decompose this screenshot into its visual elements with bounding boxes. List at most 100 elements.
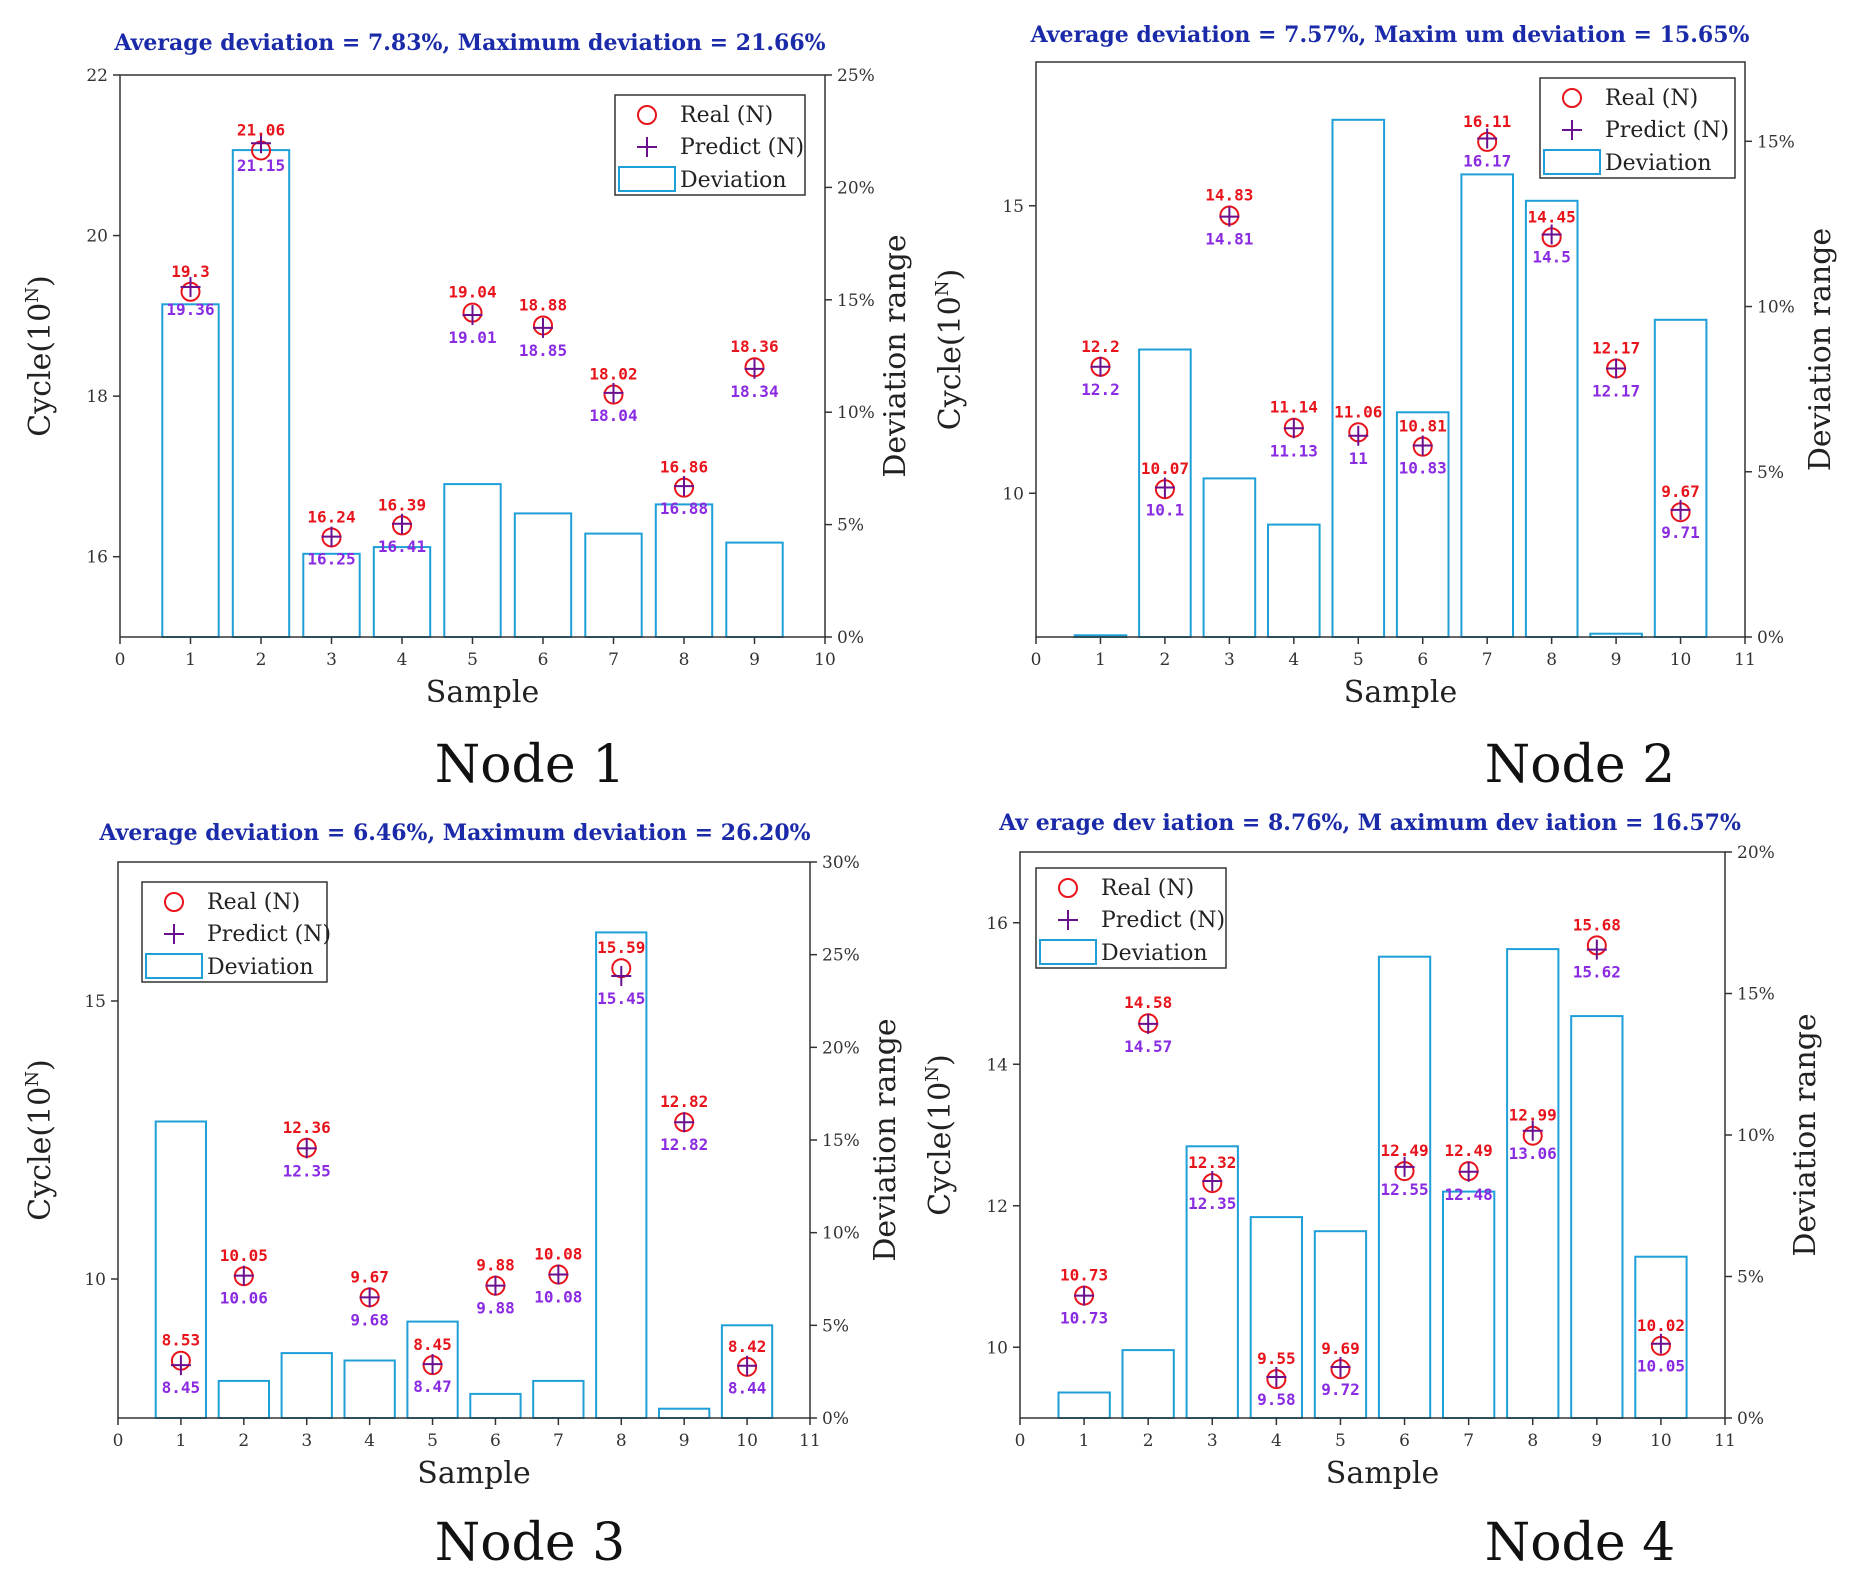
predict-value-label: 8.44 [728,1379,767,1398]
y2-tick-label: 15% [1757,132,1795,152]
legend: Real (N) Predict (N) Deviation [141,881,331,983]
real-value-label: 16.24 [307,507,355,526]
x-tick-label: 8 [616,1431,627,1451]
real-value-label: 10.81 [1399,417,1447,436]
legend-deviation-swatch [1543,149,1601,175]
legend-real-label: Real (N) [1605,86,1698,111]
predict-value-label: 18.85 [519,341,567,360]
y-tick-label: 20 [86,227,108,247]
legend: Real (N) Predict (N) Deviation [1035,867,1227,969]
predict-point [251,133,271,154]
predict-value-label: 19.01 [448,328,496,347]
y-tick-label: 15 [84,992,106,1012]
real-value-label: 12.2 [1081,337,1120,356]
real-value-label: 9.88 [476,1256,515,1275]
y-axis-label: Cycle(10N) [922,1054,958,1215]
y2-tick-label: 20% [822,1038,860,1058]
x-tick-label: 4 [397,650,408,670]
chart-title: Average deviation = 6.46%, Maximum devia… [98,820,810,846]
y-axis-label: Cycle(10N) [932,269,968,430]
predict-value-label: 8.45 [162,1378,201,1397]
y2-axis-label: Deviation range [1803,228,1838,471]
legend-deviation-label: Deviation [1101,941,1208,966]
real-value-label: 9.55 [1257,1349,1296,1368]
real-value-label: 10.05 [220,1246,268,1265]
legend-deviation-swatch [145,953,203,979]
legend-deviation-label: Deviation [207,955,314,980]
x-tick-label: 6 [490,1431,501,1451]
legend-real-marker [637,105,657,125]
x-tick-label: 3 [301,1431,312,1451]
predict-value-label: 10.83 [1399,459,1447,478]
legend-real-label: Real (N) [680,103,773,128]
legend-real-marker [164,892,184,912]
x-tick-label: 4 [364,1431,375,1451]
legend-predict-marker [1058,910,1078,930]
real-value-label: 12.32 [1188,1153,1236,1172]
x-tick-label: 1 [175,1431,186,1451]
predict-value-label: 12.17 [1592,381,1640,400]
predict-point [1477,128,1498,149]
y2-tick-label: 25% [837,66,875,86]
predict-point [1541,224,1562,245]
legend-real-label: Real (N) [1101,876,1194,901]
y-tick-label: 10 [986,1338,1008,1358]
real-value-label: 16.86 [660,458,708,477]
x-tick-label: 8 [1546,650,1557,670]
real-value-label: 9.67 [350,1267,389,1286]
real-value-label: 12.99 [1509,1106,1557,1125]
predict-value-label: 10.08 [534,1288,582,1307]
y-tick-label: 15 [1002,197,1024,217]
real-value-label: 18.88 [519,295,567,314]
predict-point [1606,358,1627,379]
node-caption: Node 4 [1485,1513,1675,1573]
chart-title: Average deviation = 7.57%, Maxim um devi… [1030,22,1750,48]
x-tick-label: 6 [1417,650,1428,670]
x-tick-label: 2 [1143,1431,1154,1451]
x-tick-label: 3 [326,650,337,670]
y-tick-label: 22 [86,66,108,86]
predict-point [1522,1120,1543,1141]
node-caption: Node 3 [435,1513,625,1573]
predict-point [737,1355,758,1376]
x-tick-label: 10 [736,1431,758,1451]
legend-deviation-label: Deviation [1605,151,1712,176]
legend-real-label: Real (N) [207,890,300,915]
predict-value-label: 16.25 [307,550,355,569]
real-value-label: 12.17 [1592,338,1640,357]
plot-frame [1035,61,1746,638]
x-tick-label: 6 [538,650,549,670]
y2-tick-label: 20% [1737,843,1775,863]
legend-predict-label: Predict (N) [1101,908,1225,933]
predict-point [1650,1333,1671,1354]
legend-deviation-label: Deviation [680,168,787,193]
legend-predict-marker [1562,120,1582,140]
x-tick-label: 9 [679,1431,690,1451]
predict-value-label: 8.47 [413,1377,452,1396]
x-tick-label: 7 [1463,1431,1474,1451]
real-value-label: 8.42 [728,1337,767,1356]
chart-title: Av erage dev iation = 8.76%, M aximum de… [998,810,1741,836]
predict-value-label: 11 [1349,449,1368,468]
predict-point [296,1138,317,1159]
x-tick-label: 10 [1670,650,1692,670]
x-axis-label: Sample [426,675,539,710]
y2-tick-label: 0% [1757,628,1784,648]
x-tick-label: 8 [1527,1431,1538,1451]
y-tick-label: 16 [86,548,108,568]
y2-tick-label: 5% [837,516,864,536]
legend: Real (N) Predict (N) Deviation [614,94,806,196]
x-tick-label: 9 [749,650,760,670]
predict-point [1586,939,1607,960]
predict-value-label: 11.13 [1270,441,1318,460]
y-tick-label: 12 [986,1197,1008,1217]
y-tick-label: 10 [84,1270,106,1290]
predict-point [674,1112,695,1133]
predict-point [1074,1285,1095,1306]
x-axis-label: Sample [1344,675,1457,710]
predict-value-label: 18.34 [730,382,778,401]
x-tick-label: 0 [1015,1431,1026,1451]
predict-point [1670,499,1691,520]
